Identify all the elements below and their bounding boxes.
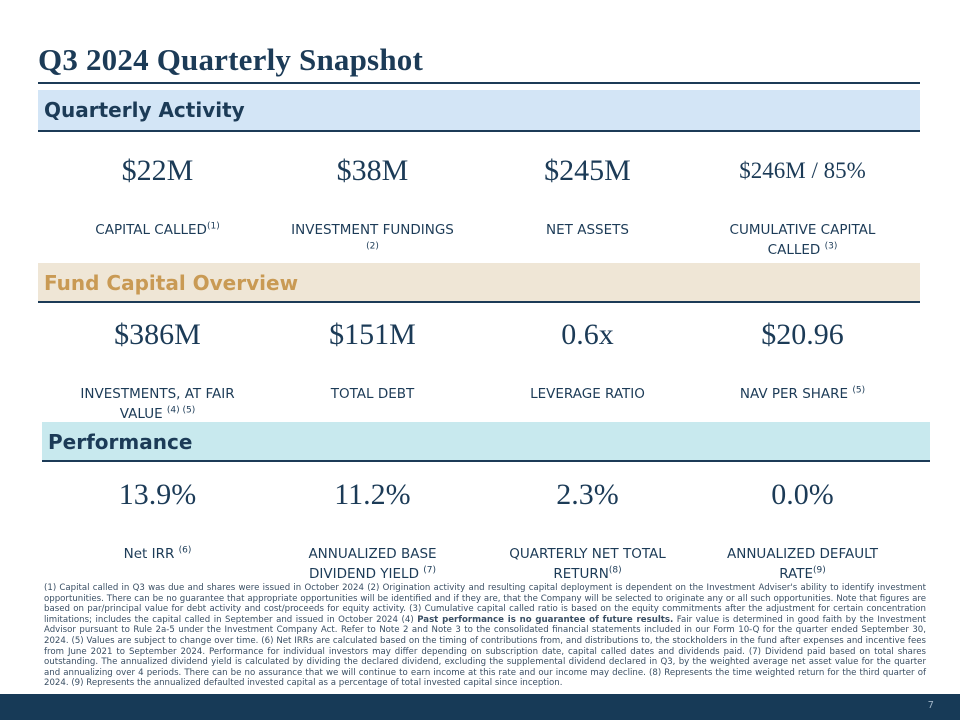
- metric-label: NAV PER SHARE (5): [695, 384, 910, 404]
- metric-label: QUARTERLY NET TOTAL RETURN(8): [480, 544, 695, 584]
- metric-nav-per-share: $20.96 NAV PER SHARE (5): [695, 312, 910, 424]
- metric-annualized-default-rate: 0.0% ANNUALIZED DEFAULT RATE(9): [695, 472, 910, 584]
- metric-label: TOTAL DEBT: [265, 384, 480, 404]
- footnote-ref: (5): [852, 385, 866, 396]
- section-heading-performance: Performance: [42, 422, 930, 462]
- footnote-ref: (3): [824, 241, 838, 252]
- metric-label-text: NAV PER SHARE: [739, 386, 853, 402]
- footnote-ref: (4) (5): [166, 405, 196, 416]
- footer-band: 7: [0, 694, 960, 720]
- metric-label-text: CAPITAL CALLED: [95, 222, 207, 238]
- metric-value: 0.6x: [561, 318, 614, 351]
- metric-label-text: INVESTMENT FUNDINGS: [291, 222, 454, 238]
- metric-capital-called: $22M CAPITAL CALLED(1): [50, 148, 265, 260]
- metric-label-text: QUARTERLY NET TOTAL RETURN: [509, 546, 666, 582]
- section-divider: [38, 130, 920, 132]
- metric-value: 2.3%: [556, 478, 619, 511]
- metric-value: $151M: [329, 318, 416, 351]
- metric-net-assets: $245M NET ASSETS: [480, 148, 695, 260]
- metric-label-text: TOTAL DEBT: [330, 386, 415, 402]
- metric-label-text: NET ASSETS: [546, 222, 629, 238]
- metric-total-debt: $151M TOTAL DEBT: [265, 312, 480, 424]
- performance-metrics: 13.9% Net IRR (6) 11.2% ANNUALIZED BASE …: [50, 472, 910, 584]
- footnote-ref: (1): [206, 221, 220, 232]
- metric-leverage-ratio: 0.6x LEVERAGE RATIO: [480, 312, 695, 424]
- metric-value: 11.2%: [334, 478, 411, 511]
- metric-label: ANNUALIZED BASE DIVIDEND YIELD (7): [265, 544, 480, 584]
- metric-label: CAPITAL CALLED(1): [50, 220, 265, 240]
- metric-value: $20.96: [761, 318, 844, 351]
- metric-cumulative-capital-called: $246M / 85% CUMULATIVE CAPITAL CALLED (3…: [695, 148, 910, 260]
- metric-label: ANNUALIZED DEFAULT RATE(9): [695, 544, 910, 584]
- footnote-ref: (2): [366, 241, 379, 252]
- metric-value: 0.0%: [771, 478, 834, 511]
- footnote-ref: (8): [608, 565, 622, 576]
- section-divider: [38, 301, 920, 303]
- metric-value: $22M: [121, 154, 194, 187]
- metric-label-text: INVESTMENTS, AT FAIR VALUE: [80, 386, 235, 422]
- title-divider: [38, 82, 920, 84]
- footnotes-bold-disclaimer: Past performance is no guarantee of futu…: [417, 614, 674, 625]
- section-heading-fund-capital-overview: Fund Capital Overview: [38, 263, 920, 303]
- metric-value: $245M: [544, 154, 631, 187]
- fund-capital-metrics: $386M INVESTMENTS, AT FAIR VALUE (4) (5)…: [50, 312, 910, 424]
- metric-label: Net IRR (6): [50, 544, 265, 564]
- footnote-ref: (7): [423, 565, 437, 576]
- metric-net-irr: 13.9% Net IRR (6): [50, 472, 265, 584]
- metric-label-text: Net IRR: [123, 546, 179, 562]
- page-title: Q3 2024 Quarterly Snapshot: [38, 42, 423, 77]
- metric-label: LEVERAGE RATIO: [480, 384, 695, 404]
- quarterly-activity-metrics: $22M CAPITAL CALLED(1) $38M INVESTMENT F…: [50, 148, 910, 260]
- metric-label-text: ANNUALIZED DEFAULT RATE: [727, 546, 878, 582]
- page-number: 7: [927, 700, 934, 711]
- footnote-ref: (9): [813, 565, 826, 576]
- metric-label-text: LEVERAGE RATIO: [530, 386, 645, 402]
- metric-investment-fundings: $38M INVESTMENT FUNDINGS (2): [265, 148, 480, 260]
- metric-value: $386M: [114, 318, 201, 351]
- metric-label: INVESTMENTS, AT FAIR VALUE (4) (5): [50, 384, 265, 424]
- footnotes-text-continued: Fair value is determined in good faith b…: [44, 614, 926, 689]
- metric-value: $246M / 85%: [739, 158, 866, 183]
- footnotes: (1) Capital called in Q3 was due and sha…: [44, 583, 926, 689]
- section-divider: [42, 460, 930, 462]
- footnotes-text: (1) Capital called in Q3 was due and sha…: [44, 583, 926, 625]
- metric-label: INVESTMENT FUNDINGS (2): [265, 220, 480, 260]
- metric-value: $38M: [336, 154, 409, 187]
- metric-label: NET ASSETS: [480, 220, 695, 240]
- metric-label-text: ANNUALIZED BASE DIVIDEND YIELD: [308, 546, 437, 582]
- section-heading-quarterly-activity: Quarterly Activity: [38, 90, 920, 130]
- metric-label-text: CUMULATIVE CAPITAL CALLED: [729, 222, 876, 258]
- footnote-ref: (6): [178, 545, 192, 556]
- metric-label: CUMULATIVE CAPITAL CALLED (3): [695, 220, 910, 260]
- metric-quarterly-net-total-return: 2.3% QUARTERLY NET TOTAL RETURN(8): [480, 472, 695, 584]
- metric-base-dividend-yield: 11.2% ANNUALIZED BASE DIVIDEND YIELD (7): [265, 472, 480, 584]
- metric-investments-fair-value: $386M INVESTMENTS, AT FAIR VALUE (4) (5): [50, 312, 265, 424]
- metric-value: 13.9%: [118, 478, 197, 511]
